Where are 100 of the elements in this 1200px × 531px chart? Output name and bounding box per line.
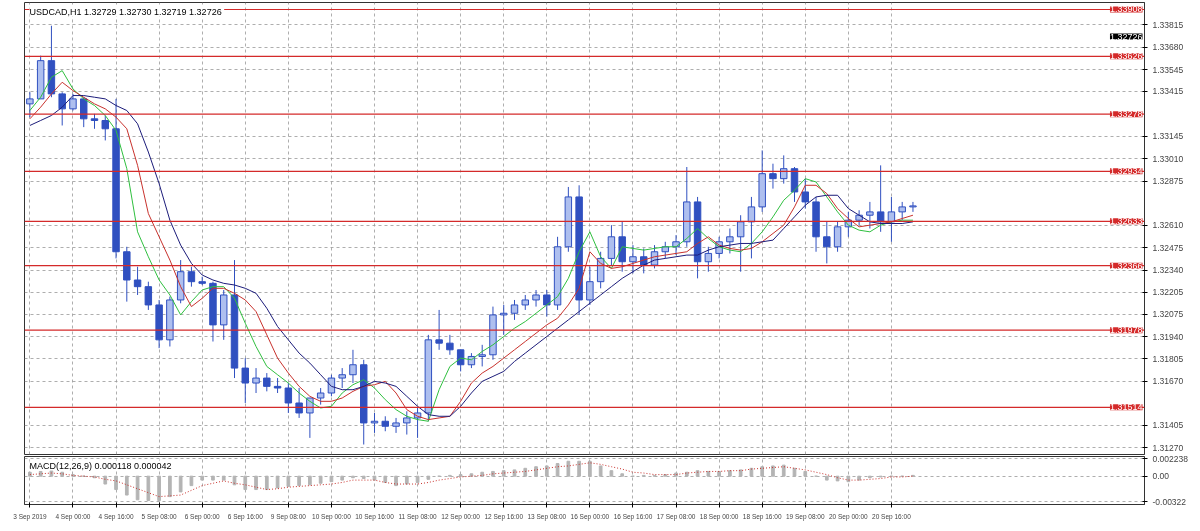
bar — [264, 475, 269, 491]
bar — [749, 467, 754, 477]
y-tick-label: -0.00322 — [1152, 496, 1187, 507]
bar — [835, 475, 840, 482]
bar — [361, 475, 366, 480]
bar — [555, 463, 560, 477]
ref-line-label: 1.31514 — [1109, 402, 1143, 413]
bar — [706, 470, 711, 477]
candlestick — [58, 91, 66, 126]
candlestick — [909, 201, 917, 213]
candlestick — [403, 410, 411, 436]
y-tick-label: 1.33145 — [1152, 131, 1184, 142]
bar — [124, 475, 129, 496]
bar — [168, 475, 172, 498]
candlestick — [144, 281, 153, 311]
bar — [275, 475, 280, 489]
bar — [469, 473, 474, 477]
bar — [254, 475, 258, 491]
bar — [286, 475, 291, 487]
bar — [577, 460, 581, 477]
y-tick-label: 0.002238 — [1152, 453, 1189, 464]
candlestick — [26, 91, 34, 118]
ref-line-label: 1.33908 — [1109, 4, 1143, 15]
candlestick — [284, 382, 293, 414]
y-tick-label: 1.33010 — [1152, 153, 1184, 164]
y-tick-label: 1.32610 — [1152, 220, 1184, 231]
y-tick-label: 1.32075 — [1152, 309, 1184, 320]
bar — [211, 475, 215, 481]
candlestick — [736, 214, 745, 273]
candlestick — [704, 246, 713, 273]
ref-line-label: 1.31978 — [1109, 325, 1143, 336]
bar — [329, 475, 334, 483]
candlestick — [780, 154, 788, 185]
candlestick — [833, 221, 842, 253]
bar — [824, 475, 829, 481]
candlestick — [392, 417, 400, 434]
candlestick — [823, 221, 831, 264]
bar — [728, 470, 732, 477]
candlestick — [295, 387, 303, 419]
bar — [318, 475, 323, 484]
candlestick — [80, 96, 88, 128]
candlestick — [263, 372, 271, 392]
candlestick — [543, 289, 551, 318]
bar — [781, 464, 786, 477]
bar — [566, 460, 571, 477]
y-tick-label: 1.33415 — [1152, 86, 1184, 97]
bar — [157, 475, 161, 502]
bar — [340, 475, 345, 481]
candlestick — [586, 266, 594, 306]
bar — [609, 470, 614, 477]
ref-line-label: 1.32366 — [1109, 260, 1143, 271]
candlestick — [435, 309, 443, 351]
bar — [404, 475, 409, 485]
bar — [146, 475, 151, 502]
bar — [308, 475, 312, 486]
bar — [523, 467, 528, 477]
bar — [620, 473, 625, 477]
bar — [114, 475, 118, 491]
y-tick-label: 1.32205 — [1152, 287, 1184, 298]
bar — [717, 470, 721, 477]
candlestick — [241, 357, 249, 404]
candlestick — [500, 304, 508, 336]
bar — [426, 475, 431, 480]
bar — [771, 465, 775, 477]
ref-line-label: 1.32934 — [1109, 166, 1143, 177]
ref-line-label: 1.32633 — [1109, 216, 1143, 227]
ref-line-label: 1.33278 — [1109, 109, 1143, 120]
y-tick-label: 1.32875 — [1152, 176, 1184, 187]
bar — [135, 475, 140, 501]
candlestick — [532, 289, 540, 308]
y-tick-label: 1.31405 — [1152, 420, 1184, 431]
candlestick — [478, 344, 486, 367]
bar — [200, 475, 205, 481]
bar — [394, 475, 398, 487]
y-tick-label: 1.33680 — [1152, 42, 1184, 53]
y-tick-label: 0.00 — [1152, 471, 1170, 482]
annotation: 1.32726 — [1109, 31, 1143, 42]
bar — [189, 475, 194, 487]
candlestick — [133, 266, 142, 296]
bar — [588, 460, 592, 477]
candlestick — [769, 163, 777, 190]
bar — [738, 469, 743, 477]
candlestick — [866, 201, 874, 229]
bar — [415, 475, 420, 483]
bar — [480, 471, 485, 477]
bar — [598, 465, 603, 477]
bar — [221, 475, 226, 481]
candlestick — [607, 224, 616, 266]
y-tick-label: 1.33545 — [1152, 64, 1184, 75]
candlestick — [370, 412, 379, 434]
candlestick — [898, 201, 906, 221]
chart-title: USDCAD,H1 1.32729 1.32730 1.32719 1.32726 — [29, 6, 222, 17]
candlestick — [349, 349, 357, 384]
ref-line-label: 1.33626 — [1109, 51, 1143, 62]
chart-title: MACD(12,26,9) 0.000118 0.000042 — [29, 460, 172, 471]
y-tick-label: 1.31670 — [1152, 376, 1184, 387]
bar — [684, 471, 689, 477]
candlestick — [629, 244, 637, 274]
candlestick — [101, 115, 109, 141]
bar — [243, 475, 248, 491]
